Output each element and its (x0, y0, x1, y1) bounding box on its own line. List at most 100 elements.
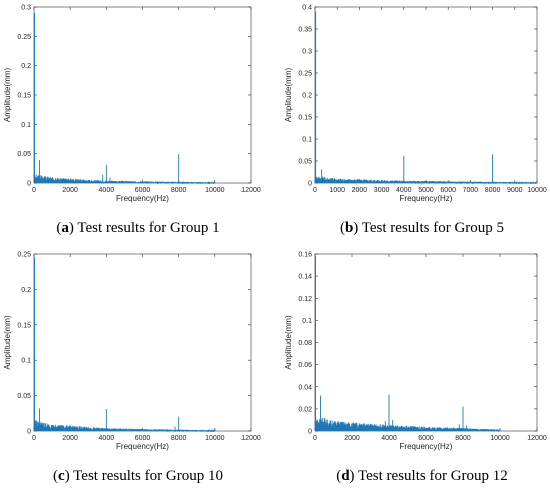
spectrum-series (314, 417, 501, 433)
y-tick-label: 0.15 (17, 322, 31, 329)
x-tick-label: 0 (32, 187, 36, 194)
x-tick-label: 2000 (62, 435, 78, 442)
y-tick-label: 0.2 (21, 63, 31, 70)
x-tick-label: 10000 (490, 435, 510, 442)
x-axis-label: Frequency(Hz) (400, 442, 453, 451)
x-tick-label: 0 (32, 435, 36, 442)
x-tick-label: 4000 (99, 187, 115, 194)
plot-frame (33, 6, 252, 184)
x-tick-label: 3000 (374, 187, 390, 194)
caption-letter: a (61, 220, 69, 236)
panel-caption: (b) Test results for Group 5 (340, 220, 504, 236)
y-tick-label: 0 (27, 181, 31, 188)
y-tick-label: 0.02 (298, 406, 312, 413)
y-tick-label: 0.1 (21, 358, 31, 365)
y-axis-label: Amplitude(mm) (284, 68, 293, 123)
y-tick-label: 0.25 (298, 71, 312, 78)
x-axis-label: Frequency(Hz) (400, 194, 453, 203)
caption-paren: ( (56, 220, 61, 236)
caption-text: Test results for Group 5 (358, 220, 504, 236)
y-tick-label: 0.08 (298, 340, 312, 347)
chart-panel-a: 0 2000 4000 6000 8000 10000 12000 0 0.05 0.1 0.15 0… (3, 5, 261, 237)
caption-letter: c (58, 468, 65, 484)
spectrum-series (33, 174, 216, 185)
plot-frame (314, 6, 538, 184)
x-tick-label: 7000 (463, 187, 479, 194)
y-tick-label: 0.3 (302, 49, 312, 56)
chart-panel-c: 0 2000 4000 6000 8000 10000 12000 0 0.05 0.1 0.15 0… (3, 252, 261, 485)
y-tick-label: 0.1 (21, 122, 31, 129)
chart-panel-d: 0 2000 4000 6000 8000 10000 12000 0 0.02 0.04 0.06… (284, 252, 547, 485)
x-tick-label: 10000 (205, 187, 225, 194)
x-tick-label: 1000 (329, 187, 345, 194)
y-axis-label: Amplitude(mm) (3, 315, 12, 370)
y-tick-label: 0.2 (21, 287, 31, 294)
y-tick-label: 0.12 (298, 296, 312, 303)
y-tick-label: 0.15 (298, 115, 312, 122)
y-tick-label: 0.04 (298, 384, 312, 391)
y-tick-label: 0 (308, 181, 312, 188)
x-tick-label: 4000 (99, 435, 115, 442)
panel-caption: (a) Test results for Group 1 (56, 220, 219, 236)
y-axis-label: Amplitude(mm) (3, 68, 12, 123)
x-tick-label: 0 (313, 435, 317, 442)
y-tick-label: 0.06 (298, 362, 312, 369)
panel-caption: (d) Test results for Group 12 (336, 468, 508, 484)
y-tick-label: 0.05 (17, 393, 31, 400)
chart-panel-b: 0 1000 2000 3000 4000 5000 6000 7000 8000 9000 100… (284, 5, 547, 237)
x-tick-label: 0 (313, 187, 317, 194)
caption-paren: ( (53, 468, 58, 484)
y-tick-label: 0.2 (302, 93, 312, 100)
y-tick-label: 0.25 (17, 252, 31, 259)
x-tick-label: 12000 (241, 435, 261, 442)
caption-paren: ( (336, 468, 341, 484)
y-tick-label: 0 (308, 429, 312, 436)
y-tick-label: 0 (27, 429, 31, 436)
x-tick-label: 10000 (527, 187, 547, 194)
x-tick-label: 10000 (205, 435, 225, 442)
x-tick-label: 6000 (440, 187, 456, 194)
y-tick-label: 0.25 (17, 34, 31, 41)
spectrum-series (33, 420, 216, 433)
caption-letter: b (345, 220, 353, 236)
x-tick-label: 8000 (171, 435, 187, 442)
x-axis-label: Frequency(Hz) (116, 194, 169, 203)
y-tick-label: 0.14 (298, 274, 312, 281)
x-tick-label: 4000 (381, 435, 397, 442)
caption-paren: ) (69, 220, 74, 236)
x-tick-label: 6000 (135, 435, 151, 442)
x-tick-label: 8000 (171, 187, 187, 194)
y-tick-label: 0.05 (298, 159, 312, 166)
x-tick-label: 8000 (455, 435, 471, 442)
x-tick-label: 4000 (396, 187, 412, 194)
x-tick-label: 2000 (352, 187, 368, 194)
caption-paren: ( (340, 220, 345, 236)
caption-text: Test results for Group 1 (74, 220, 220, 236)
x-axis-label: Frequency(Hz) (116, 442, 169, 451)
caption-paren: ) (65, 468, 70, 484)
x-tick-label: 6000 (135, 187, 151, 194)
y-tick-label: 0.35 (298, 27, 312, 34)
x-tick-label: 12000 (241, 187, 261, 194)
spectrum-series (314, 176, 538, 185)
caption-paren: ) (350, 468, 355, 484)
plot-frame (33, 253, 252, 432)
y-tick-label: 0.15 (17, 93, 31, 100)
caption-letter: d (341, 468, 350, 484)
x-tick-label: 5000 (418, 187, 434, 194)
x-tick-label: 6000 (418, 435, 434, 442)
x-tick-label: 8000 (485, 187, 501, 194)
x-tick-label: 2000 (62, 187, 78, 194)
y-tick-label: 0.05 (17, 151, 31, 158)
panel-caption: (c) Test results for Group 10 (53, 468, 223, 484)
caption-paren: ) (353, 220, 358, 236)
caption-text: Test results for Group 10 (70, 468, 223, 484)
plot-frame (314, 253, 538, 432)
y-tick-label: 0.4 (302, 5, 312, 12)
x-tick-label: 9000 (507, 187, 523, 194)
y-tick-label: 0.3 (21, 5, 31, 12)
y-tick-label: 0.1 (302, 318, 312, 325)
x-tick-label: 12000 (527, 435, 547, 442)
x-tick-label: 2000 (344, 435, 360, 442)
